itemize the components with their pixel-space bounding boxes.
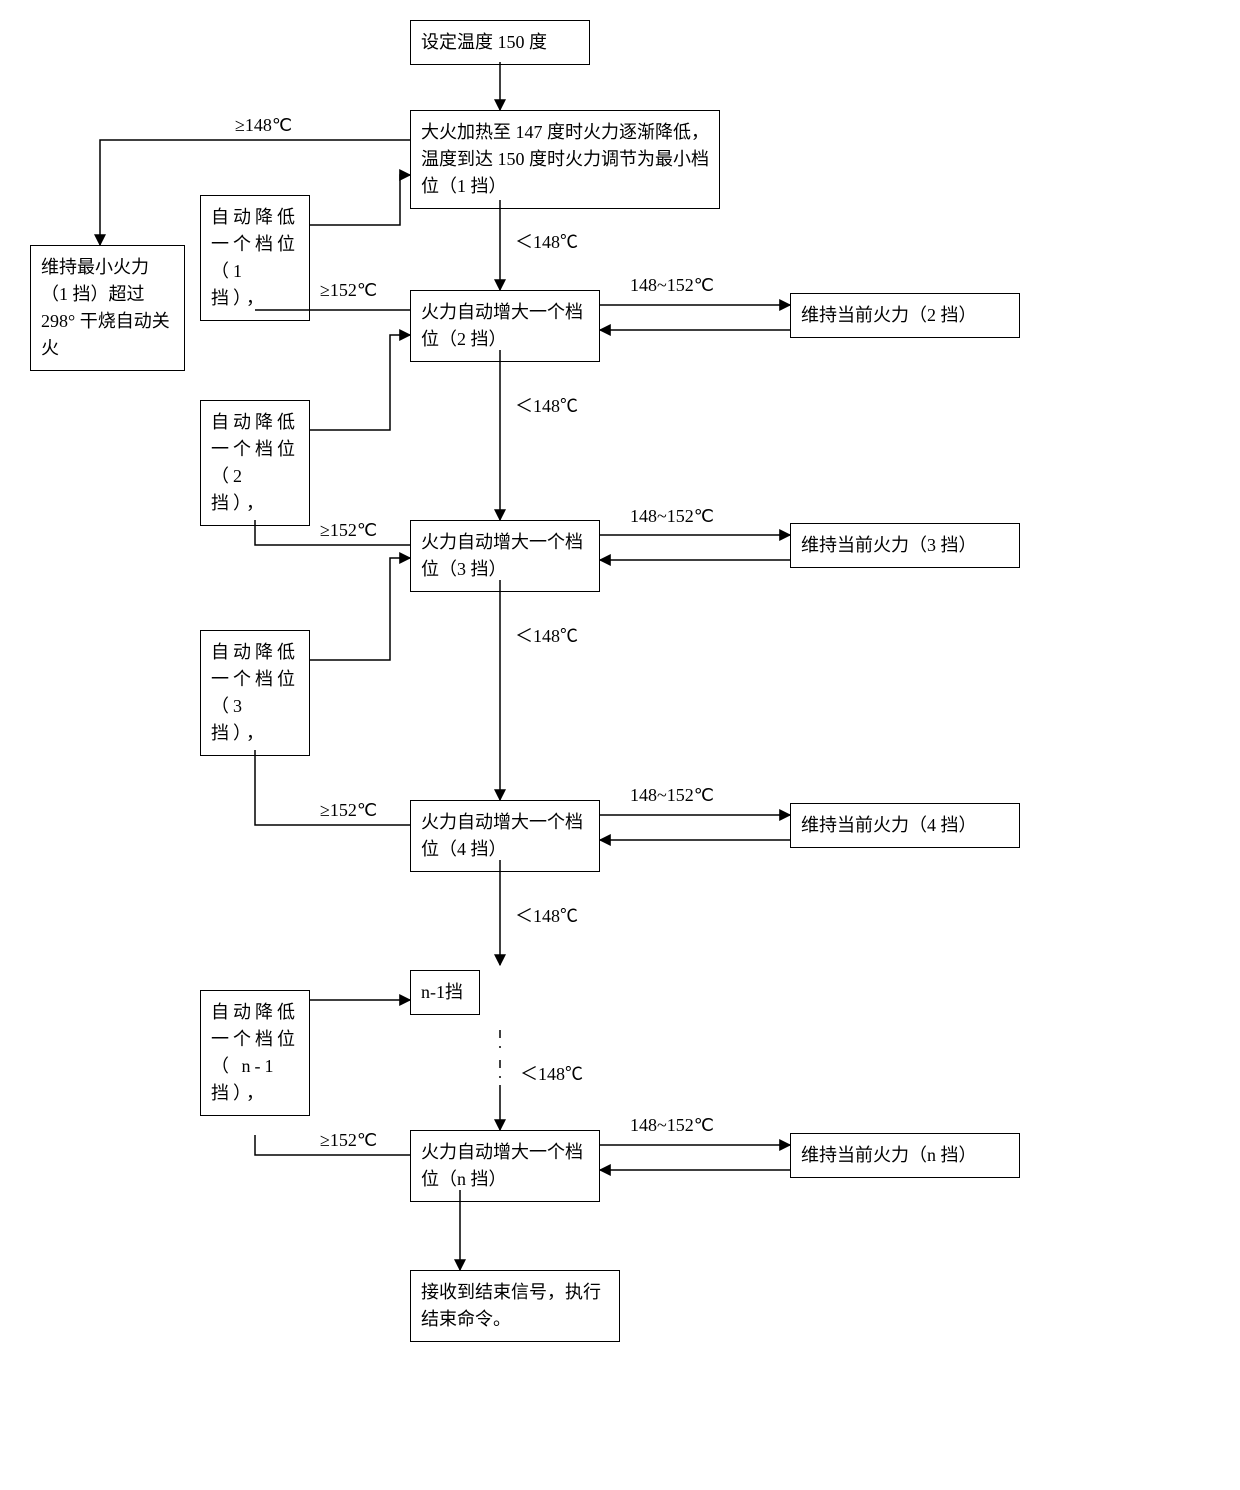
label-incn-left: ≥152℃	[320, 1130, 377, 1151]
node-down3: 自动降低一个档位（3挡），	[200, 630, 310, 756]
node-incn: 火力自动增大一个档位（n 挡）	[410, 1130, 600, 1202]
node-keep2: 维持当前火力（2 挡）	[790, 293, 1020, 338]
edge-down3-inc3	[310, 558, 410, 660]
label-nminus1-down: ＜148℃	[520, 1060, 583, 1086]
node-end: 接收到结束信号，执行结束命令。	[410, 1270, 620, 1342]
edges-svg	[0, 0, 1240, 1490]
node-heat: 大火加热至 147 度时火力逐渐降低，温度到达 150 度时火力调节为最小档位（…	[410, 110, 720, 209]
label-inc3-right: 148~152℃	[630, 506, 714, 527]
node-keep4: 维持当前火力（4 挡）	[790, 803, 1020, 848]
label-inc2-left: ≥152℃	[320, 280, 377, 301]
label-heat-left: ≥148℃	[235, 115, 292, 136]
edge-down2-inc2	[310, 335, 410, 430]
node-keep3: 维持当前火力（3 挡）	[790, 523, 1020, 568]
node-inc3: 火力自动增大一个档位（3 挡）	[410, 520, 600, 592]
label-inc4-left: ≥152℃	[320, 800, 377, 821]
node-inc4: 火力自动增大一个档位（4 挡）	[410, 800, 600, 872]
label-inc4-down: ＜148℃	[515, 902, 578, 928]
node-inc2: 火力自动增大一个档位（2 挡）	[410, 290, 600, 362]
node-down1: 自动降低一个档位（1挡），	[200, 195, 310, 321]
label-inc4-right: 148~152℃	[630, 785, 714, 806]
node-down2: 自动降低一个档位（2挡），	[200, 400, 310, 526]
label-inc2-down: ＜148℃	[515, 392, 578, 418]
edge-down1-heat	[310, 175, 410, 225]
node-start: 设定温度 150 度	[410, 20, 590, 65]
label-incn-right: 148~152℃	[630, 1115, 714, 1136]
label-inc3-left: ≥152℃	[320, 520, 377, 541]
label-heat-down: ＜148℃	[515, 228, 578, 254]
node-keep-min: 维持最小火力（1 挡）超过 298° 干烧自动关火	[30, 245, 185, 371]
node-downn1: 自动降低一个档位（ n-1挡），	[200, 990, 310, 1116]
node-nminus1: n-1挡	[410, 970, 480, 1015]
label-inc2-right: 148~152℃	[630, 275, 714, 296]
label-inc3-down: ＜148℃	[515, 622, 578, 648]
node-keepn: 维持当前火力（n 挡）	[790, 1133, 1020, 1178]
